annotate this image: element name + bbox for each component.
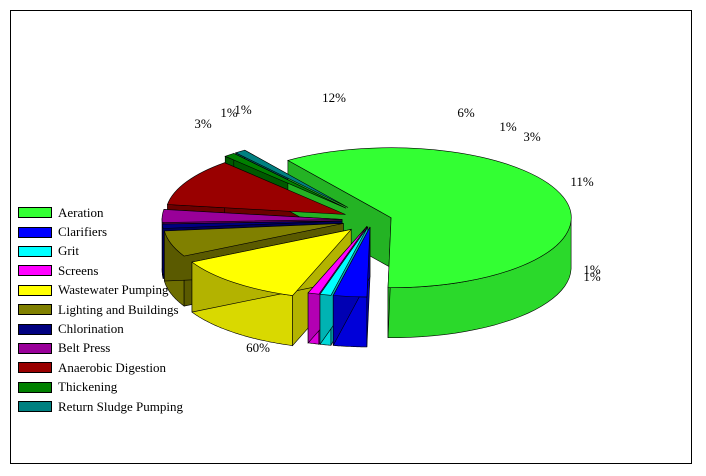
data-label: 1% [234,102,252,117]
legend-item-screens: Screens [18,261,183,280]
legend-label: Grit [58,243,79,259]
legend-swatch [18,207,52,219]
legend-label: Belt Press [58,340,111,356]
pie-slice-thickening [224,153,347,209]
data-label: 1% [583,262,601,277]
legend-item-thickening: Thickening [18,378,183,397]
legend-label: Clarifiers [58,224,108,240]
data-label: 11% [570,174,594,189]
legend-swatch [18,284,52,296]
pie-slice-grit [319,226,369,296]
legend-label: Anaerobic Digestion [58,359,166,375]
legend-item-anaerobic-digestion: Anaerobic Digestion [18,358,183,377]
legend-item-return-sludge-pumping: Return Sludge Pumping [18,397,183,416]
legend-item-lighting-and-buildings: Lighting and Buildings [18,300,183,319]
data-label: 1% [583,269,601,284]
legend-swatch [18,362,52,374]
legend-label: Return Sludge Pumping [58,398,183,414]
legend-swatch [18,401,52,413]
legend-swatch [18,342,52,354]
legend-item-wastewater-pumping: Wastewater Pumping [18,281,183,300]
legend-item-grit: Grit [18,242,183,261]
legend-label: Thickening [58,379,118,395]
data-label: 3% [523,129,541,144]
legend-label: Wastewater Pumping [58,282,169,298]
data-label: 6% [457,105,475,120]
legend: Aeration Clarifiers Grit Screens Wastewa… [18,203,183,416]
legend-swatch [18,381,52,393]
legend-item-clarifiers: Clarifiers [18,222,183,241]
legend-swatch [18,265,52,277]
legend-item-belt-press: Belt Press [18,339,183,358]
legend-label: Screens [58,262,99,278]
data-label: 12% [322,90,346,105]
pie-slice-belt-press [161,209,343,223]
data-label: 1% [220,105,238,120]
pie-slice-anaerobic-digestion [166,162,346,215]
data-label: 3% [194,116,212,131]
pie-slice-clarifiers [332,226,371,298]
pie-slice-chlorination [161,220,343,229]
pie-slice-aeration [287,147,572,289]
pie-slice-wastewater-pumping [191,228,353,296]
legend-label: Aeration [58,204,104,220]
legend-label: Chlorination [58,321,124,337]
data-label: 1% [499,119,517,134]
pie-slice-lighting-and-buildings [164,223,344,257]
legend-swatch [18,226,52,238]
legend-swatch [18,323,52,335]
legend-swatch [18,245,52,257]
legend-item-aeration: Aeration [18,203,183,222]
legend-label: Lighting and Buildings [58,301,179,317]
pie-slice-screens [307,226,367,295]
legend-item-chlorination: Chlorination [18,319,183,338]
pie-slice-return-sludge-pumping [234,149,349,208]
legend-swatch [18,304,52,316]
data-label: 60% [246,340,270,355]
